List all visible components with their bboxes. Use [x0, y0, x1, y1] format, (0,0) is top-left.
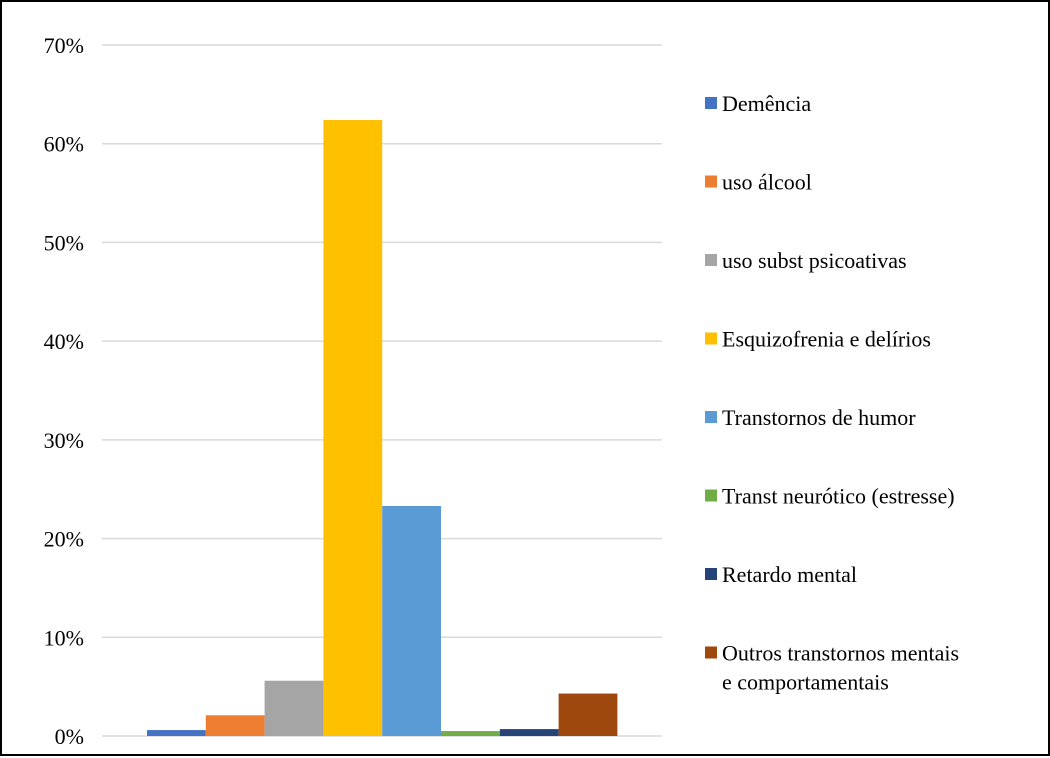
y-tick-label: 70%: [44, 33, 84, 58]
legend-swatch: [705, 175, 717, 188]
legend-label: Outros transtornos mentais e comportament…: [722, 641, 959, 695]
legend-label: Esquizofrenia e delírios: [722, 327, 931, 352]
y-tick-label: 0%: [55, 724, 84, 749]
legend-swatch: [705, 97, 717, 109]
y-tick-label: 60%: [44, 132, 84, 157]
bar: [323, 120, 383, 737]
legend-swatch: [705, 646, 717, 659]
y-axis-ticks: 0% 10% 20% 30% 40% 50% 60% 70%: [44, 33, 84, 749]
bar: [382, 505, 441, 736]
legend-label: Transt neurótico (estresse): [722, 484, 955, 509]
legend: Demência uso álcool uso subst psicoativas…: [705, 91, 959, 695]
legend-label: uso álcool: [722, 170, 812, 195]
legend-swatch: [705, 489, 717, 502]
bar: [499, 729, 559, 736]
legend-swatch: [705, 568, 717, 580]
bar: [441, 731, 500, 736]
bar: [147, 730, 206, 736]
y-tick-label: 40%: [44, 329, 84, 354]
legend-label: uso subst psicoativas: [722, 248, 907, 273]
legend-swatch: [705, 332, 717, 345]
legend-label: Demência: [722, 91, 811, 116]
legend-swatch: [705, 254, 717, 266]
y-tick-label: 30%: [44, 428, 84, 453]
y-tick-label: 20%: [44, 527, 84, 552]
legend-label: Retardo mental: [722, 562, 857, 587]
bar: [558, 693, 618, 736]
legend-label: Transtornos de humor: [722, 405, 916, 430]
bar: [264, 680, 324, 736]
legend-swatch: [705, 411, 717, 423]
bars: [147, 120, 618, 737]
bar: [205, 715, 265, 736]
y-tick-label: 50%: [44, 230, 84, 255]
y-tick-label: 10%: [44, 625, 84, 650]
